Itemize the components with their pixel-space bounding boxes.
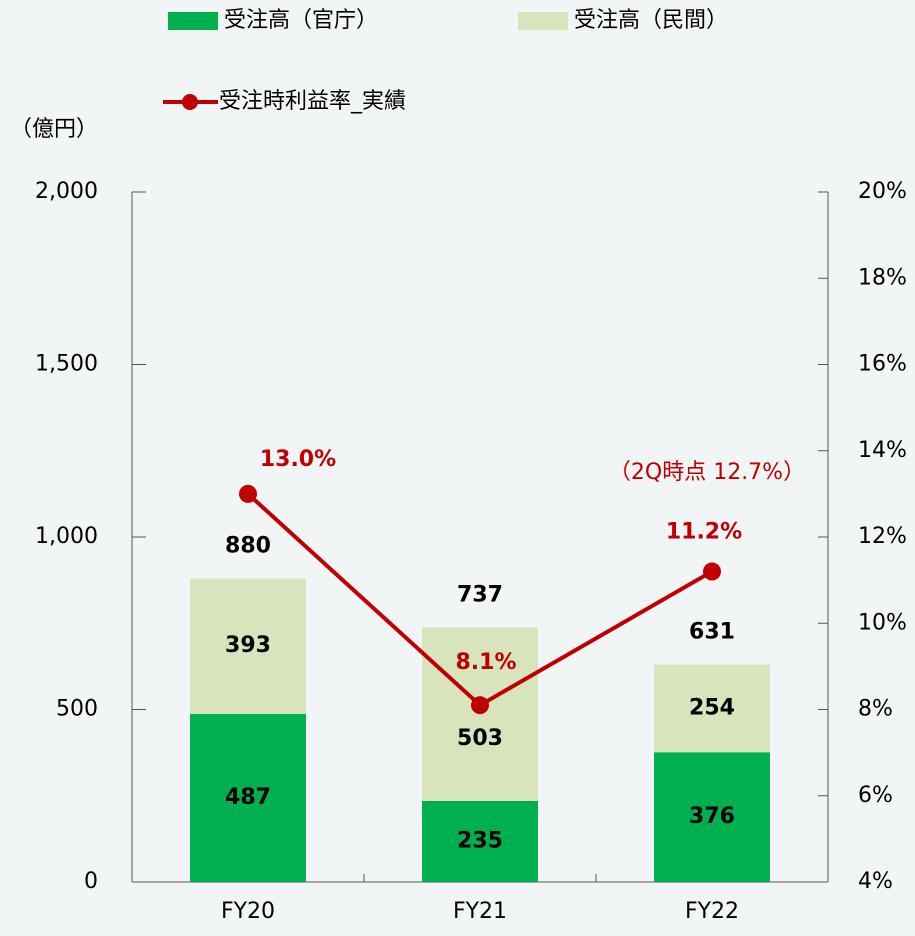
legend-label: 受注時利益率_実績 (219, 89, 406, 114)
y-tick-label: 500 (56, 697, 98, 722)
legend-swatch (168, 12, 218, 30)
value-label: 487 (225, 785, 271, 810)
legend-label: 受注高（民間） (574, 8, 728, 33)
y2-tick-label: 4% (858, 869, 893, 894)
x-tick-label: FY20 (221, 899, 275, 924)
y2-tick-label: 14% (858, 438, 907, 463)
value-label: 254 (689, 695, 735, 720)
y2-tick-label: 10% (858, 610, 907, 635)
y2-tick-label: 20% (858, 179, 907, 204)
value-label: 376 (689, 804, 735, 829)
bar-segment (654, 752, 770, 882)
line-point (239, 484, 257, 503)
y2-tick-label: 6% (858, 783, 893, 808)
y-tick-label: 1,000 (35, 524, 98, 549)
total-label: 880 (225, 533, 271, 558)
y-tick-label: 0 (84, 869, 98, 894)
line-point (471, 696, 489, 715)
y-tick-label: 2,000 (35, 179, 98, 204)
total-label: 631 (689, 620, 735, 645)
y2-tick-label: 18% (858, 265, 907, 290)
value-label: 235 (457, 828, 503, 853)
value-label: 13.0% (260, 447, 336, 472)
y-tick-label: 1,500 (35, 352, 98, 377)
value-label: 503 (457, 726, 503, 751)
y-axis-label: （億円） (10, 117, 98, 142)
legend-swatch (518, 12, 568, 30)
value-label: 393 (225, 633, 271, 658)
line-point (703, 562, 721, 581)
legend-label: 受注高（官庁） (224, 8, 378, 33)
bar-segment (422, 800, 538, 882)
value-label: 11.2% (666, 520, 742, 545)
legend-swatch (182, 94, 198, 110)
total-label: 737 (457, 582, 503, 607)
annotation: （2Q時点 12.7%） (609, 460, 805, 485)
bar-segment (190, 713, 306, 882)
x-tick-label: FY21 (453, 899, 507, 924)
bar-segment (654, 664, 770, 753)
bar-segment (190, 578, 306, 714)
value-label: 8.1% (455, 650, 516, 675)
x-tick-label: FY22 (685, 899, 739, 924)
y2-tick-label: 16% (858, 352, 907, 377)
y2-tick-label: 8% (858, 697, 893, 722)
y2-tick-label: 12% (858, 524, 907, 549)
